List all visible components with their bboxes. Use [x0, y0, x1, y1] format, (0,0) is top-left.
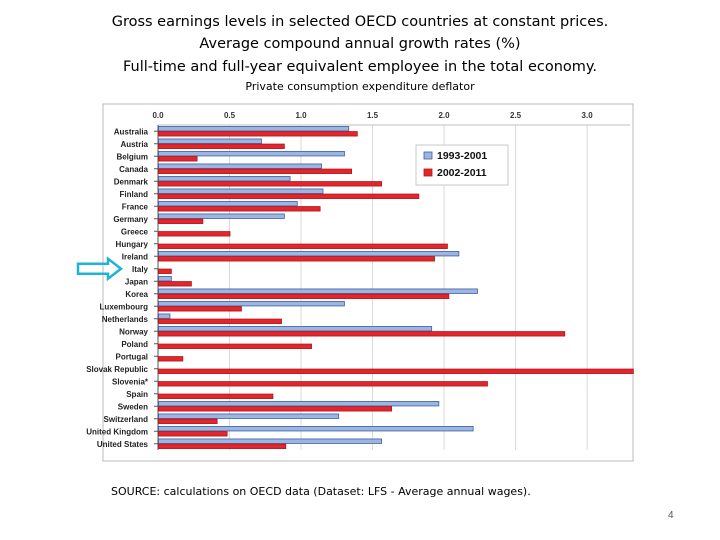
bar-2002-2011: [158, 406, 393, 412]
x-tick-label: 0.0: [152, 111, 164, 120]
bar-1993-2001: [158, 126, 350, 132]
bar-1993-2001: [158, 176, 291, 182]
y-category-label: Hungary: [116, 240, 149, 249]
y-category-label: United Kingdom: [86, 427, 148, 436]
bar-2002-2011: [158, 343, 312, 349]
source-note: SOURCE: calculations on OECD data (Datas…: [111, 485, 531, 498]
highlight-arrow-icon: [76, 256, 124, 282]
bar-2002-2011: [158, 243, 448, 249]
bar-1993-2001: [158, 251, 460, 257]
bar-2002-2011: [158, 393, 274, 399]
legend-label: 1993-2001: [437, 150, 487, 162]
y-category-label: France: [122, 202, 149, 211]
bar-1993-2001: [158, 288, 478, 294]
y-category-label: Luxembourg: [100, 302, 149, 311]
bar-2002-2011: [158, 293, 450, 299]
bar-1993-2001: [158, 401, 440, 407]
bar-2002-2011: [158, 431, 228, 437]
chart-subtitle: Private consumption expenditure deflator: [245, 80, 475, 93]
y-category-label: Portugal: [116, 352, 148, 361]
bar-1993-2001: [158, 313, 171, 319]
bar-2002-2011: [158, 281, 192, 287]
y-category-label: Greece: [121, 227, 149, 236]
y-category-label: Poland: [121, 340, 148, 349]
bar-2002-2011: [158, 306, 242, 312]
y-category-label: Australia: [114, 127, 149, 136]
y-category-label: United States: [97, 440, 149, 449]
bar-1993-2001: [158, 151, 345, 157]
x-tick-label: 0.5: [224, 111, 236, 120]
x-tick-label: 2.5: [510, 111, 522, 120]
y-category-label: Japan: [125, 277, 148, 286]
y-category-label: Switzerland: [104, 415, 149, 424]
y-category-label: Austria: [120, 140, 148, 149]
bar-2002-2011: [158, 418, 218, 424]
bar-2002-2011: [158, 443, 287, 449]
slide-title-line-3: Full-time and full-year equivalent emplo…: [122, 59, 598, 75]
bar-2002-2011: [158, 168, 352, 174]
legend-label: 2002-2011: [437, 167, 487, 179]
x-tick-label: 2.0: [438, 111, 450, 120]
y-category-label: Slovak Republic: [86, 365, 148, 374]
bar-1993-2001: [158, 201, 298, 207]
x-tick-label: 1.5: [367, 111, 379, 120]
bar-1993-2001: [158, 163, 322, 169]
y-category-label: Norway: [119, 327, 148, 336]
bar-2002-2011: [158, 356, 184, 362]
bar-2002-2011: [158, 331, 566, 337]
y-category-label: Sweden: [118, 402, 148, 411]
slide-title-line-1: Gross earnings levels in selected OECD c…: [111, 14, 609, 30]
y-category-label: Netherlands: [102, 315, 149, 324]
bar-2002-2011: [158, 181, 383, 187]
y-category-label: Korea: [125, 290, 148, 299]
bar-2002-2011: [158, 156, 198, 162]
y-category-label: Slovenia*: [112, 377, 149, 386]
bar-1993-2001: [158, 213, 285, 219]
legend-swatch-1993-2001: [423, 151, 433, 160]
y-category-label: Germany: [113, 215, 148, 224]
bar-2002-2011: [158, 381, 488, 387]
bar-2002-2011: [158, 218, 204, 224]
bar-2002-2011: [158, 268, 172, 274]
y-category-label: Spain: [126, 390, 148, 399]
bar-2002-2011: [158, 231, 231, 237]
bar-2002-2011: [158, 318, 282, 324]
page-number: 4: [668, 510, 674, 521]
y-category-label: Italy: [132, 265, 149, 274]
y-category-label: Denmark: [114, 177, 149, 186]
bar-2002-2011: [158, 368, 634, 374]
bar-2002-2011: [158, 206, 321, 212]
bar-1993-2001: [158, 276, 172, 282]
bar-2002-2011: [158, 131, 358, 137]
x-tick-label: 3.0: [582, 111, 594, 120]
y-category-label: Canada: [119, 165, 148, 174]
bar-1993-2001: [158, 326, 433, 332]
y-category-label: Ireland: [122, 252, 148, 261]
bar-2002-2011: [158, 143, 285, 149]
legend-swatch-2002-2011: [423, 168, 433, 177]
y-category-label: Belgium: [116, 152, 148, 161]
bar-2002-2011: [158, 256, 435, 262]
x-tick-label: 1.0: [295, 111, 307, 120]
bar-1993-2001: [158, 138, 262, 144]
bar-1993-2001: [158, 426, 474, 432]
bar-1993-2001: [158, 301, 345, 307]
bar-2002-2011: [158, 193, 420, 199]
bar-1993-2001: [158, 188, 324, 194]
y-category-label: Finland: [120, 190, 149, 199]
bar-1993-2001: [158, 413, 340, 419]
bar-1993-2001: [158, 438, 383, 444]
slide-title-line-2: Average compound annual growth rates (%): [199, 36, 521, 52]
